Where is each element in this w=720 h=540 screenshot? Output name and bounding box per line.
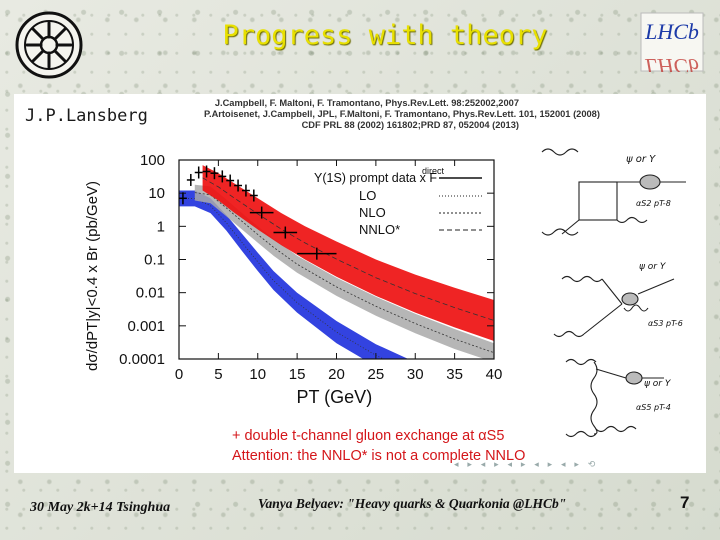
quarkonium-blob (639, 174, 661, 190)
band-center-nlo (194, 192, 494, 354)
x-tick-label: 15 (289, 366, 306, 383)
y-tick-label: 100 (140, 152, 165, 169)
y-tick-label: 1 (157, 218, 165, 235)
diagram-3-order: αS5 pT-4 (636, 403, 671, 412)
legend-entry: NLO (359, 205, 386, 220)
legend-entry: NNLO* (359, 222, 400, 237)
quarkonium-blob (621, 292, 639, 306)
note-line-1: + double t-channel gluon exchange at αS5 (232, 428, 505, 444)
band-nlo (194, 184, 494, 359)
axis-ticks: 0 5 10 15 20 25 30 35 40 100 10 1 0.1 0.01 0.001 0.0001 (119, 152, 502, 383)
quarkonium-blob (625, 371, 643, 385)
gluon-line (565, 358, 597, 366)
lhcb-logo-text: LHCb (644, 19, 699, 44)
x-tick-label: 10 (249, 366, 266, 383)
x-tick-label: 0 (175, 366, 183, 383)
gluon-line (565, 430, 597, 438)
feynman-diagram-nnlo (565, 358, 664, 438)
lhcb-logo-reflection: LHCb (644, 54, 699, 72)
data-points (179, 165, 337, 260)
gluon-line (623, 304, 649, 312)
band-lo (179, 190, 409, 359)
gluon-line (616, 216, 648, 224)
legend-title-sup: direct (422, 166, 445, 176)
feynman-diagram-nlo (553, 275, 675, 338)
reference-3: CDF PRL 88 (2002) 161802;PRD 87, 052004 … (301, 120, 519, 130)
x-tick-label: 40 (486, 366, 503, 383)
gluon-line (595, 425, 637, 433)
institute-logo-icon (15, 11, 83, 79)
y-tick-label: 10 (148, 185, 165, 202)
author-label: J.P.Lansberg (25, 106, 148, 126)
slide-title: Progress with theory (222, 20, 548, 51)
slide-navigation-icons[interactable]: ◂ ▸ ◂ ▸ ◂ ▸ ◂ ▸ ◂ ▸ ⟲ (454, 460, 599, 470)
note-line-2: Attention: the NNLO* is not a complete N… (232, 448, 526, 464)
cross-section-chart: 0 5 10 15 20 25 30 35 40 100 10 1 0.1 0.01 0.001 0.0001… (84, 148, 686, 438)
footer-talk-title: Vanya Belyaev: "Heavy quarks & Quarkonia… (258, 496, 567, 511)
x-tick-label: 35 (446, 366, 463, 383)
lhcb-logo-icon: LHCb LHCb (640, 12, 704, 72)
gluon-line (590, 361, 598, 435)
legend-title: Υ(1S) prompt data x F (314, 171, 437, 185)
x-tick-label: 20 (328, 366, 345, 383)
footer-date: 30 May 2k+14 Tsinghua (30, 500, 171, 515)
legend-entry: LO (359, 188, 376, 203)
diagram-2-particle: ψ or Υ (639, 262, 667, 272)
band-center-nnlostar (202, 177, 494, 321)
quark-loop (578, 181, 618, 221)
gluon-line (541, 228, 579, 236)
diagram-1-particle: ψ or Υ (626, 154, 656, 165)
diagram-2-order: αS3 pT-6 (648, 319, 683, 328)
gluon-line (553, 330, 585, 338)
x-tick-label: 30 (407, 366, 424, 383)
diagram-1-order: αS2 pT-8 (636, 199, 671, 208)
references: J.Campbell, F. Maltoni, F. Tramontano, P… (204, 98, 600, 131)
y-tick-label: 0.01 (136, 285, 165, 302)
band-nnlostar (202, 165, 494, 341)
x-tick-label: 25 (368, 366, 385, 383)
reference-1: J.Campbell, F. Maltoni, F. Tramontano, P… (214, 98, 519, 108)
gluon-line (541, 148, 579, 156)
reference-2: P.Artoisenet, J.Campbell, JPL, F.Maltoni… (204, 109, 600, 119)
x-tick-label: 5 (214, 366, 222, 383)
diagram-3-particle: ψ or Υ (644, 379, 672, 389)
y-axis-label: dσ/dPT|y|<0.4 x Br (pb/GeV) (84, 181, 101, 371)
page-number: 7 (680, 493, 690, 512)
theory-bands (179, 165, 494, 359)
y-tick-label: 0.1 (144, 252, 165, 269)
gluon-line (561, 275, 603, 283)
feynman-diagram-lo (541, 148, 686, 236)
y-tick-label: 0.001 (127, 318, 165, 335)
x-axis-label: PT (GeV) (297, 387, 373, 407)
slide-content: J.P.Lansberg J.Campbell, F. Maltoni, F. … (14, 94, 706, 473)
y-tick-label: 0.0001 (119, 351, 165, 368)
band-center-lo (179, 198, 385, 359)
